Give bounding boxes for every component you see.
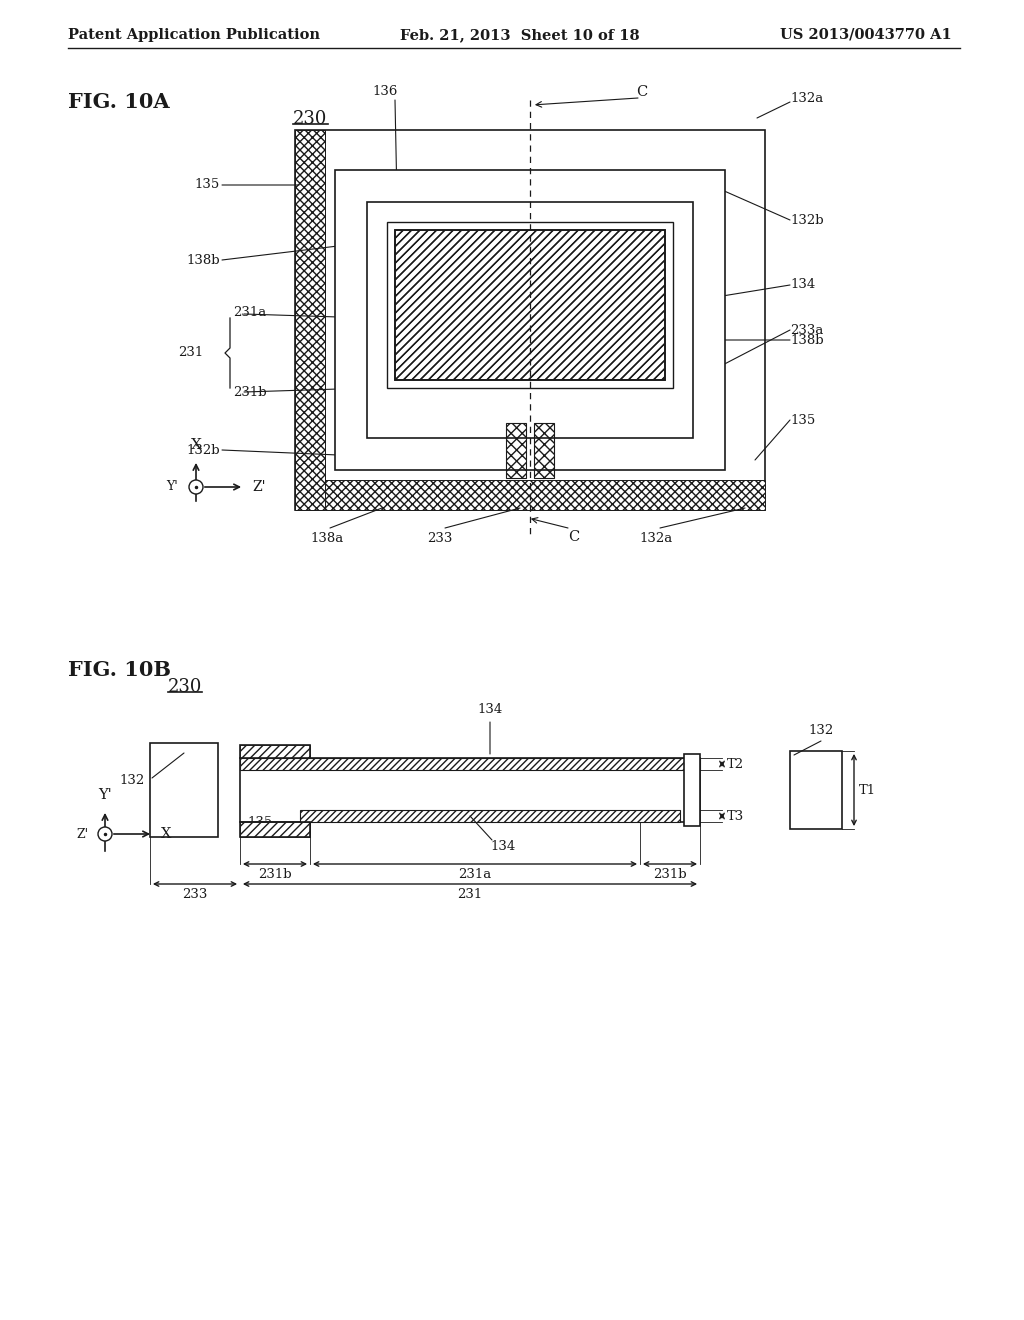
Bar (240, 758, 700, 770)
Text: C: C (636, 84, 647, 99)
Text: 134: 134 (490, 840, 515, 853)
Text: 231: 231 (458, 888, 482, 902)
Bar (295, 129, 325, 510)
Bar (295, 480, 765, 510)
Text: 233a: 233a (790, 323, 823, 337)
Text: Z': Z' (252, 480, 265, 494)
Text: 231a: 231a (459, 869, 492, 880)
Text: 135: 135 (790, 413, 815, 426)
Text: 233: 233 (182, 888, 208, 902)
Bar (395, 230, 665, 380)
Text: 230: 230 (168, 678, 202, 696)
Text: 136: 136 (373, 84, 397, 98)
Text: 134: 134 (790, 279, 815, 292)
Text: X: X (190, 438, 202, 451)
Text: 231: 231 (178, 346, 203, 359)
Text: Patent Application Publication: Patent Application Publication (68, 28, 319, 42)
Bar (300, 810, 680, 822)
Text: 138a: 138a (310, 532, 344, 545)
Text: FIG. 10A: FIG. 10A (68, 92, 170, 112)
Circle shape (189, 480, 203, 494)
Text: 132: 132 (120, 774, 145, 787)
Text: 132a: 132a (639, 532, 673, 545)
Bar (790, 751, 842, 829)
Text: Z': Z' (77, 828, 89, 841)
Text: 132: 132 (808, 723, 834, 737)
Bar (506, 422, 526, 478)
Bar (295, 129, 765, 510)
Bar (367, 202, 693, 438)
Text: 132b: 132b (186, 444, 220, 457)
Bar (240, 822, 310, 837)
Bar (534, 422, 554, 478)
Text: 231b: 231b (233, 387, 266, 400)
Circle shape (98, 828, 112, 841)
Bar (150, 743, 218, 837)
Text: Y': Y' (166, 480, 178, 494)
Text: 135: 135 (195, 178, 220, 191)
Text: 231b: 231b (258, 869, 292, 880)
Bar (240, 744, 310, 758)
Bar (684, 754, 700, 826)
Text: C: C (568, 531, 580, 544)
Text: T1: T1 (859, 784, 877, 796)
Text: T3: T3 (727, 809, 744, 822)
Text: 132b: 132b (790, 214, 823, 227)
Text: US 2013/0043770 A1: US 2013/0043770 A1 (780, 28, 951, 42)
Text: 233: 233 (427, 532, 453, 545)
Text: Y': Y' (98, 788, 112, 803)
Text: Feb. 21, 2013  Sheet 10 of 18: Feb. 21, 2013 Sheet 10 of 18 (400, 28, 640, 42)
Bar (335, 170, 725, 470)
Bar (240, 822, 310, 837)
Text: 138b: 138b (790, 334, 823, 346)
Text: FIG. 10B: FIG. 10B (68, 660, 171, 680)
Text: 135: 135 (247, 816, 272, 829)
Text: T2: T2 (727, 758, 744, 771)
Text: 132a: 132a (790, 91, 823, 104)
Bar (295, 129, 325, 510)
Text: 231b: 231b (653, 869, 687, 880)
Bar (240, 744, 310, 758)
Text: 231a: 231a (233, 305, 266, 318)
Text: X: X (161, 828, 171, 841)
Text: 134: 134 (477, 704, 503, 715)
Bar (240, 758, 700, 822)
Bar (395, 230, 665, 380)
Bar (387, 222, 673, 388)
Text: 230: 230 (293, 110, 328, 128)
Text: 138b: 138b (186, 253, 220, 267)
